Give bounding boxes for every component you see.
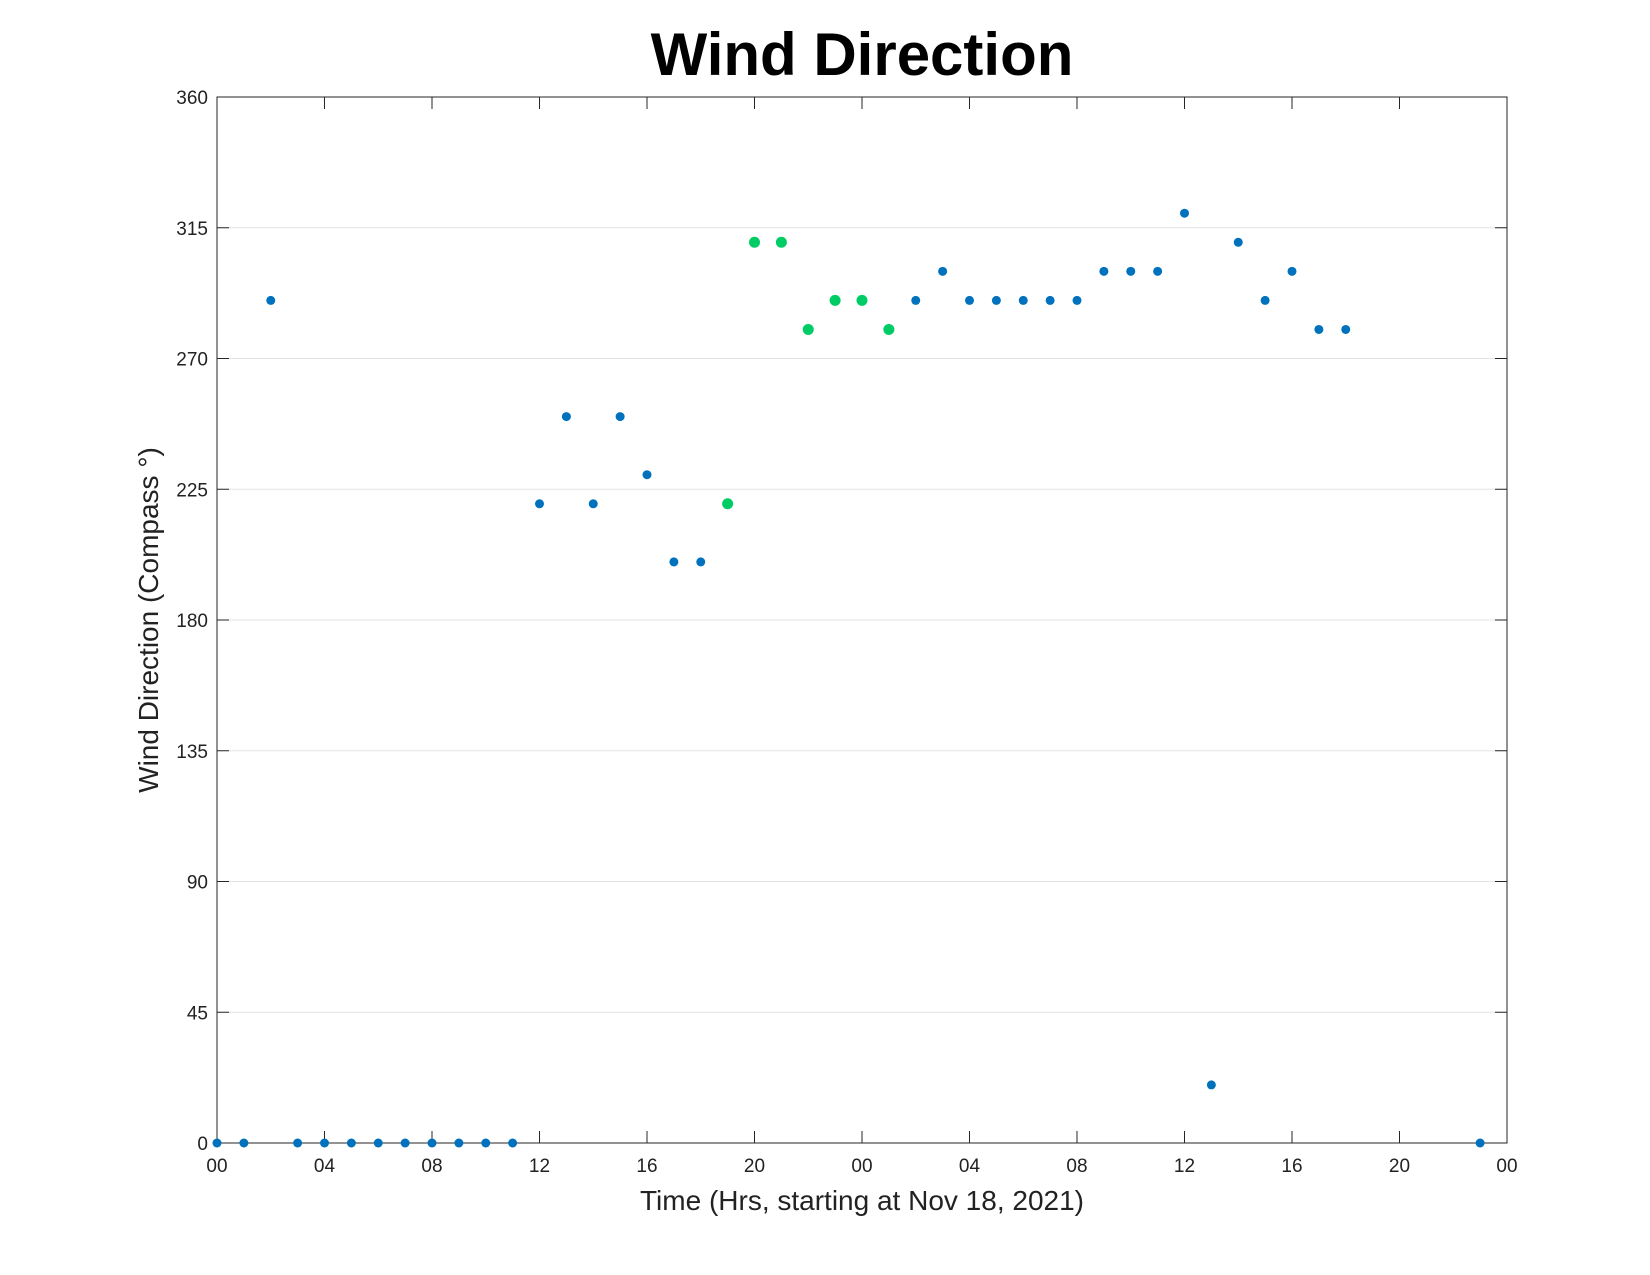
data-point xyxy=(749,236,760,248)
data-point xyxy=(1233,237,1243,247)
x-axis: 00 04 08 12 16 20 00 04 08 12 16 20 00 xyxy=(206,97,1518,1177)
data-point xyxy=(1260,295,1270,305)
x-tick-label: 16 xyxy=(1281,1156,1302,1177)
data-point xyxy=(615,412,625,422)
data-point xyxy=(883,323,895,335)
x-tick-label: 00 xyxy=(206,1156,227,1177)
data-point xyxy=(588,499,598,509)
data-point xyxy=(1287,266,1297,276)
x-tick-label: 12 xyxy=(529,1156,550,1177)
data-point xyxy=(266,295,276,305)
data-point xyxy=(400,1138,410,1148)
data-point xyxy=(775,236,787,248)
y-tick-label: 315 xyxy=(176,219,208,240)
data-point xyxy=(938,266,948,276)
x-tick-label: 04 xyxy=(314,1156,336,1177)
x-tick-label: 16 xyxy=(636,1156,657,1177)
y-tick-label: 45 xyxy=(187,1003,208,1024)
x-tick-label: 20 xyxy=(1389,1156,1410,1177)
data-point xyxy=(1099,266,1109,276)
data-point xyxy=(239,1138,249,1148)
y-axis: 0 45 90 135 180 225 270 315 360 xyxy=(176,88,1507,1155)
data-point xyxy=(427,1138,437,1148)
data-point xyxy=(1341,324,1351,334)
y-tick-label: 225 xyxy=(176,480,208,501)
y-tick-label: 180 xyxy=(176,611,208,632)
data-point xyxy=(1045,295,1055,305)
data-point xyxy=(1206,1080,1216,1090)
data-point xyxy=(1126,266,1136,276)
data-point xyxy=(1180,208,1189,218)
x-tick-label: 00 xyxy=(851,1156,872,1177)
y-tick-label: 270 xyxy=(176,350,208,371)
data-point xyxy=(373,1138,383,1148)
data-point xyxy=(212,1138,222,1148)
x-axis-label: Time (Hrs, starting at Nov 18, 2021) xyxy=(640,1185,1084,1216)
gridlines xyxy=(217,227,1507,1013)
data-point xyxy=(856,294,868,306)
data-point xyxy=(320,1138,329,1148)
data-point xyxy=(802,323,814,335)
x-tick-label: 00 xyxy=(1496,1156,1517,1177)
data-point xyxy=(508,1138,518,1148)
data-point xyxy=(696,557,706,567)
y-tick-label: 90 xyxy=(187,873,208,894)
y-axis-label: Wind Direction (Compass °) xyxy=(133,447,164,793)
x-tick-label: 04 xyxy=(959,1156,981,1177)
y-tick-label: 360 xyxy=(176,88,208,109)
data-point xyxy=(293,1138,303,1148)
y-tick-label: 0 xyxy=(197,1134,208,1155)
data-point xyxy=(669,557,679,567)
x-tick-label: 12 xyxy=(1174,1156,1195,1177)
data-point xyxy=(642,470,652,480)
data-point xyxy=(1072,295,1082,305)
data-point xyxy=(1314,324,1324,334)
data-point xyxy=(965,295,974,305)
data-point xyxy=(911,295,921,305)
chart-title: Wind Direction xyxy=(651,21,1074,88)
data-point xyxy=(829,294,841,306)
data-point xyxy=(722,498,734,510)
data-points xyxy=(212,208,1485,1148)
data-point xyxy=(481,1138,491,1148)
x-tick-label: 20 xyxy=(744,1156,765,1177)
x-tick-label: 08 xyxy=(421,1156,442,1177)
data-point xyxy=(535,499,544,509)
data-point xyxy=(1018,295,1028,305)
data-point xyxy=(991,295,1001,305)
data-point xyxy=(561,412,571,422)
data-point xyxy=(1475,1138,1485,1148)
y-tick-label: 135 xyxy=(176,742,208,763)
x-tick-label: 08 xyxy=(1066,1156,1087,1177)
data-point xyxy=(454,1138,464,1148)
data-point xyxy=(346,1138,356,1148)
data-point xyxy=(1153,266,1163,276)
